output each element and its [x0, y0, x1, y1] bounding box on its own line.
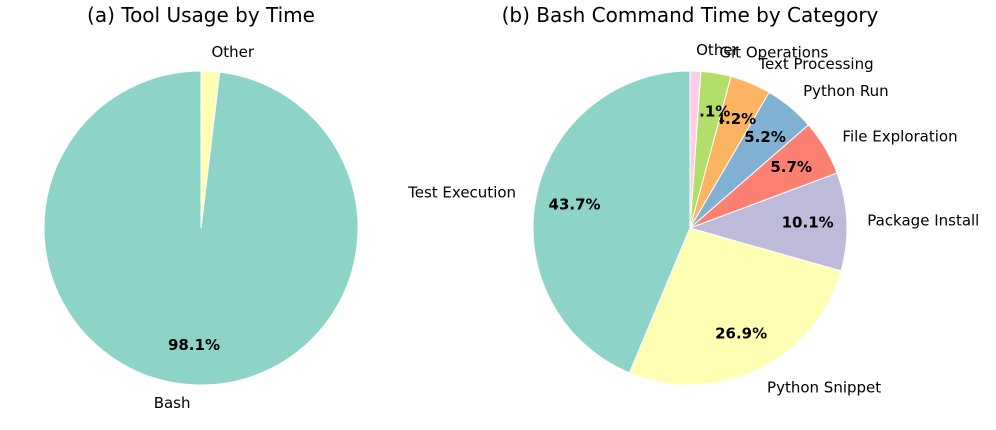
- chart-b-pct-package-install: 10.1%: [782, 214, 834, 232]
- chart-b-label-python-snippet: Python Snippet: [767, 378, 881, 396]
- chart-b-pct-text-processing: 4.2%: [715, 110, 757, 128]
- chart-b-slice-other: [689, 70, 702, 229]
- chart-a-slice-other: [200, 70, 221, 229]
- chart-b-pct-git-operations: 3.1%: [689, 102, 731, 120]
- chart-b-label-test-execution: Test Execution: [407, 184, 516, 202]
- chart-b-title: (b) Bash Command Time by Category: [502, 3, 879, 27]
- chart-b-label-package-install: Package Install: [867, 211, 979, 229]
- chart-a-label-other: Other: [211, 43, 254, 61]
- chart-b-label-python-run: Python Run: [803, 82, 889, 100]
- chart-b-slice-package-install: [688, 172, 848, 272]
- chart-b-pct-file-exploration: 5.7%: [770, 158, 812, 176]
- chart-a-label-bash: Bash: [154, 394, 191, 412]
- chart-b-label-git-operations: Git Operations: [719, 44, 828, 62]
- chart-a-pct-bash: 98.1%: [168, 336, 220, 354]
- chart-b-label-file-exploration: File Exploration: [842, 128, 957, 146]
- chart-b-slice-python-snippet: [628, 227, 842, 386]
- chart-a-title: (a) Tool Usage by Time: [87, 3, 315, 27]
- chart-b-pct-test-execution: 43.7%: [549, 195, 601, 213]
- chart-b-slice-test-execution: [532, 70, 691, 374]
- chart-b-label-other: Other: [696, 41, 739, 59]
- pie-chart-b: Test Execution 43.7% Python Snippet 26.9% Pa…: [407, 41, 979, 396]
- chart-b-pct-python-run: 5.2%: [744, 128, 786, 146]
- chart-b-pct-python-snippet: 26.9%: [715, 325, 767, 343]
- pie-chart-a: Bash 98.1% Other: [43, 43, 359, 412]
- chart-b-label-text-processing: Text Processing: [757, 55, 873, 73]
